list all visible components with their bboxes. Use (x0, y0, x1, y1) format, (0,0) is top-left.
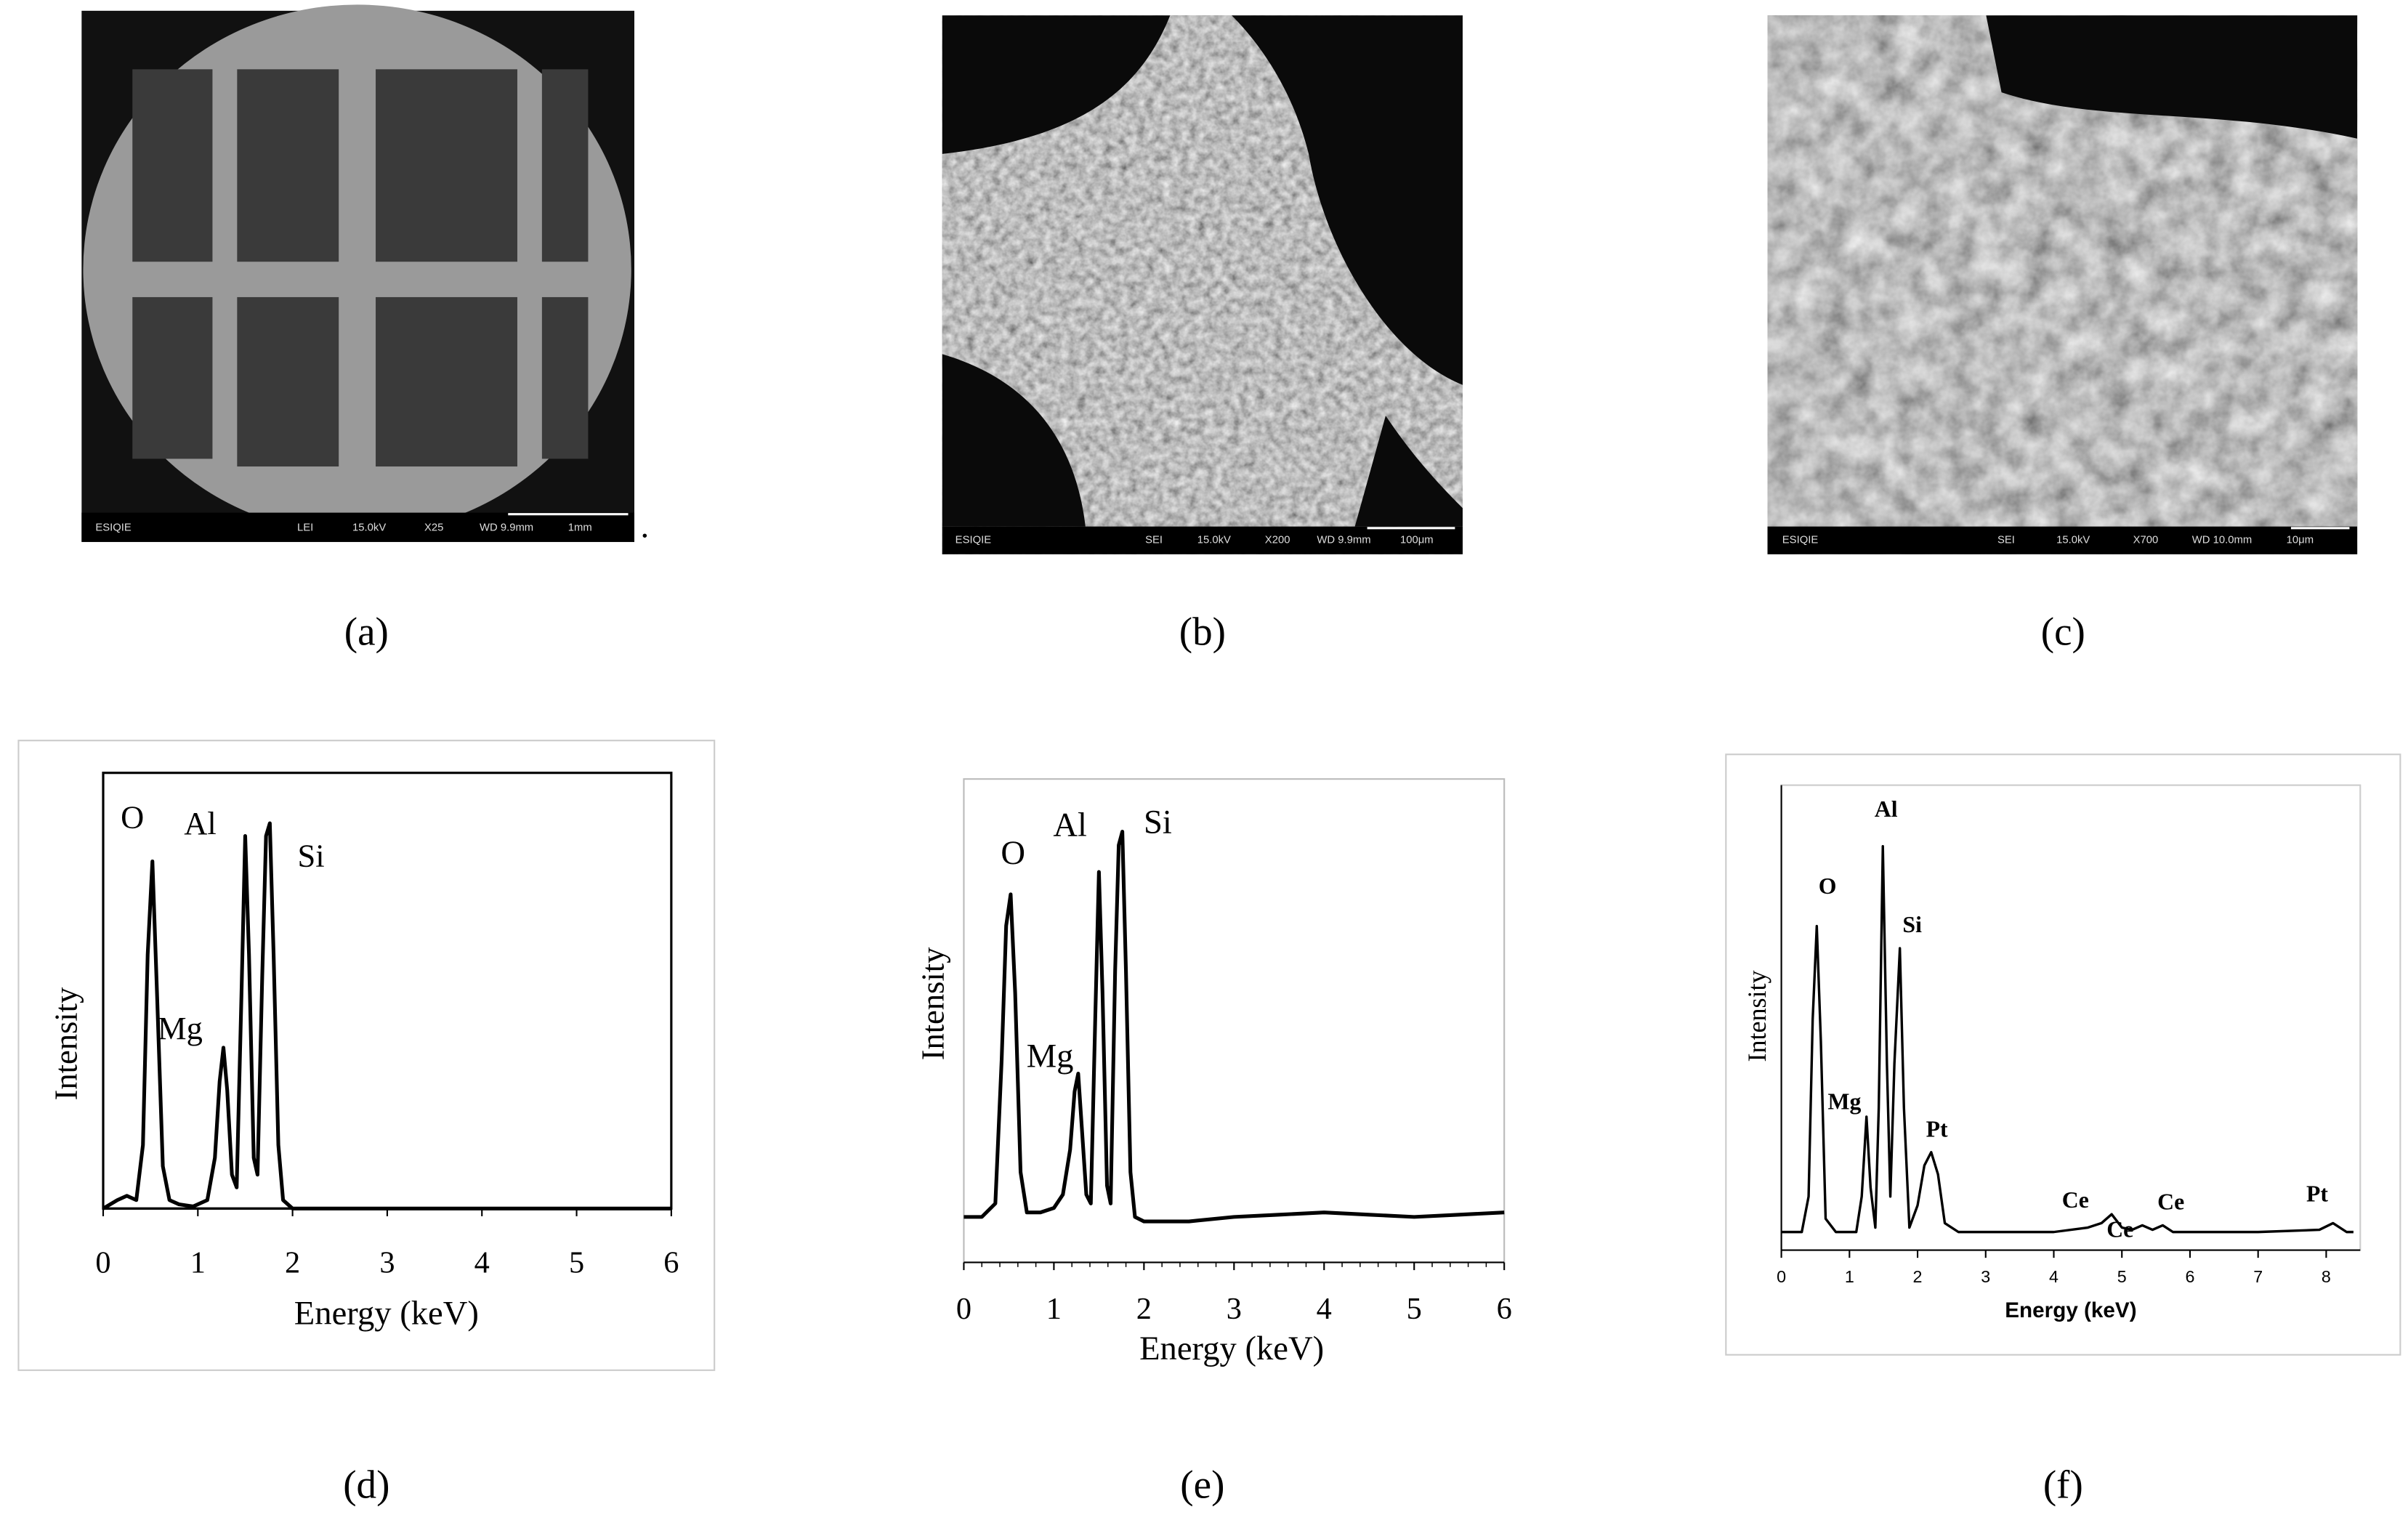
sem-info: 100μm (1400, 535, 1434, 546)
sem-image-c (1767, 15, 2358, 554)
x-tick-label: 5 (569, 1245, 584, 1280)
sem-info: 10μm (2287, 535, 2314, 546)
peak-label: Mg (158, 1010, 203, 1046)
x-tick-label: 4 (2049, 1267, 2058, 1286)
x-tick-label: 5 (1407, 1292, 1422, 1326)
x-tick-label: 0 (1777, 1267, 1786, 1286)
sem-info: X25 (424, 522, 443, 534)
sem-info: ESIQIE (95, 522, 132, 534)
sem-info: ESIQIE (955, 535, 992, 546)
peak-label: Si (1144, 803, 1172, 841)
sem-info: X200 (1265, 535, 1290, 546)
panel-label: (f) (2043, 1463, 2083, 1507)
x-tick-label: 5 (2117, 1267, 2127, 1286)
peak-label: Pt (1926, 1117, 1948, 1142)
sem-info: WD 9.9mm (480, 522, 533, 534)
sem-info: X700 (2133, 535, 2159, 546)
peak-label: Ce (2062, 1187, 2089, 1213)
peak-label: Ce (2157, 1189, 2184, 1214)
x-tick-label: 2 (285, 1245, 300, 1280)
x-tick-label: 3 (379, 1245, 395, 1280)
x-tick-label: 7 (2253, 1267, 2263, 1286)
y-axis-label: Intensity (915, 947, 951, 1060)
x-tick-label: 3 (1227, 1292, 1242, 1326)
spectrum-line (963, 830, 1505, 1224)
plot-box (1780, 784, 2361, 1251)
x-tick-label: 4 (474, 1245, 490, 1280)
peak-label: Al (184, 805, 217, 841)
sem-info: ESIQIE (1782, 535, 1819, 546)
peak-label: Si (297, 838, 324, 874)
plot-box (963, 778, 1506, 1264)
panel-label: (b) (1179, 610, 1226, 654)
x-tick-label: 4 (1317, 1292, 1332, 1326)
panel-label: (e) (1180, 1463, 1224, 1507)
sem-info: 15.0kV (1197, 535, 1231, 546)
x-tick-label: 6 (663, 1245, 679, 1280)
x-tick-label: 3 (1981, 1267, 1990, 1286)
sem-info: 15.0kV (352, 522, 386, 534)
panel-label: (c) (2041, 610, 2085, 654)
peak-label: Mg (1027, 1038, 1074, 1075)
spectrum-line (102, 821, 671, 1210)
peak-label: Al (1875, 796, 1898, 822)
sem-image-b (942, 15, 1463, 554)
y-axis-label: Intensity (48, 987, 84, 1100)
x-axis-label: Energy (keV) (2005, 1298, 2136, 1322)
peak-label: Si (1902, 912, 1922, 937)
x-tick-label: 2 (1913, 1267, 1923, 1286)
x-tick-label: 1 (1046, 1292, 1062, 1326)
x-axis-label: Energy (keV) (1139, 1330, 1324, 1367)
sem-info: WD 9.9mm (1317, 535, 1370, 546)
panel-label: (d) (343, 1463, 389, 1507)
sem-info: SEI (1997, 535, 2015, 546)
trailing-mark: . (640, 508, 649, 546)
x-tick-label: 6 (2185, 1267, 2194, 1286)
x-tick-label: 2 (1136, 1292, 1152, 1326)
sem-info: LEI (297, 522, 313, 534)
sem-info: SEI (1145, 535, 1163, 546)
spectrum-line (1781, 845, 2354, 1234)
x-tick-label: 1 (190, 1245, 206, 1280)
peak-label: O (121, 799, 144, 836)
x-axis-label: Energy (keV) (294, 1294, 479, 1332)
y-axis-label: Intensity (1742, 970, 1771, 1062)
panel-label: (a) (344, 610, 389, 654)
sem-info: 15.0kV (2056, 535, 2090, 546)
x-tick-label: 1 (1845, 1267, 1854, 1286)
chart-frame (17, 740, 716, 1371)
peak-label: Pt (2306, 1181, 2328, 1207)
peak-label: Mg (1828, 1089, 1862, 1115)
peak-label: Al (1053, 807, 1087, 844)
x-tick-label: 8 (2322, 1267, 2331, 1286)
sem-info: 1mm (568, 522, 592, 534)
x-tick-label: 6 (1497, 1292, 1512, 1326)
peak-label: O (1001, 834, 1025, 872)
peak-label: Ce (2106, 1216, 2133, 1242)
x-tick-label: 0 (95, 1245, 110, 1280)
sem-image-a (81, 4, 635, 542)
sem-info: WD 10.0mm (2192, 535, 2252, 546)
chart-frame (1725, 753, 2401, 1356)
x-tick-label: 0 (956, 1292, 971, 1326)
peak-label: O (1819, 873, 1837, 899)
